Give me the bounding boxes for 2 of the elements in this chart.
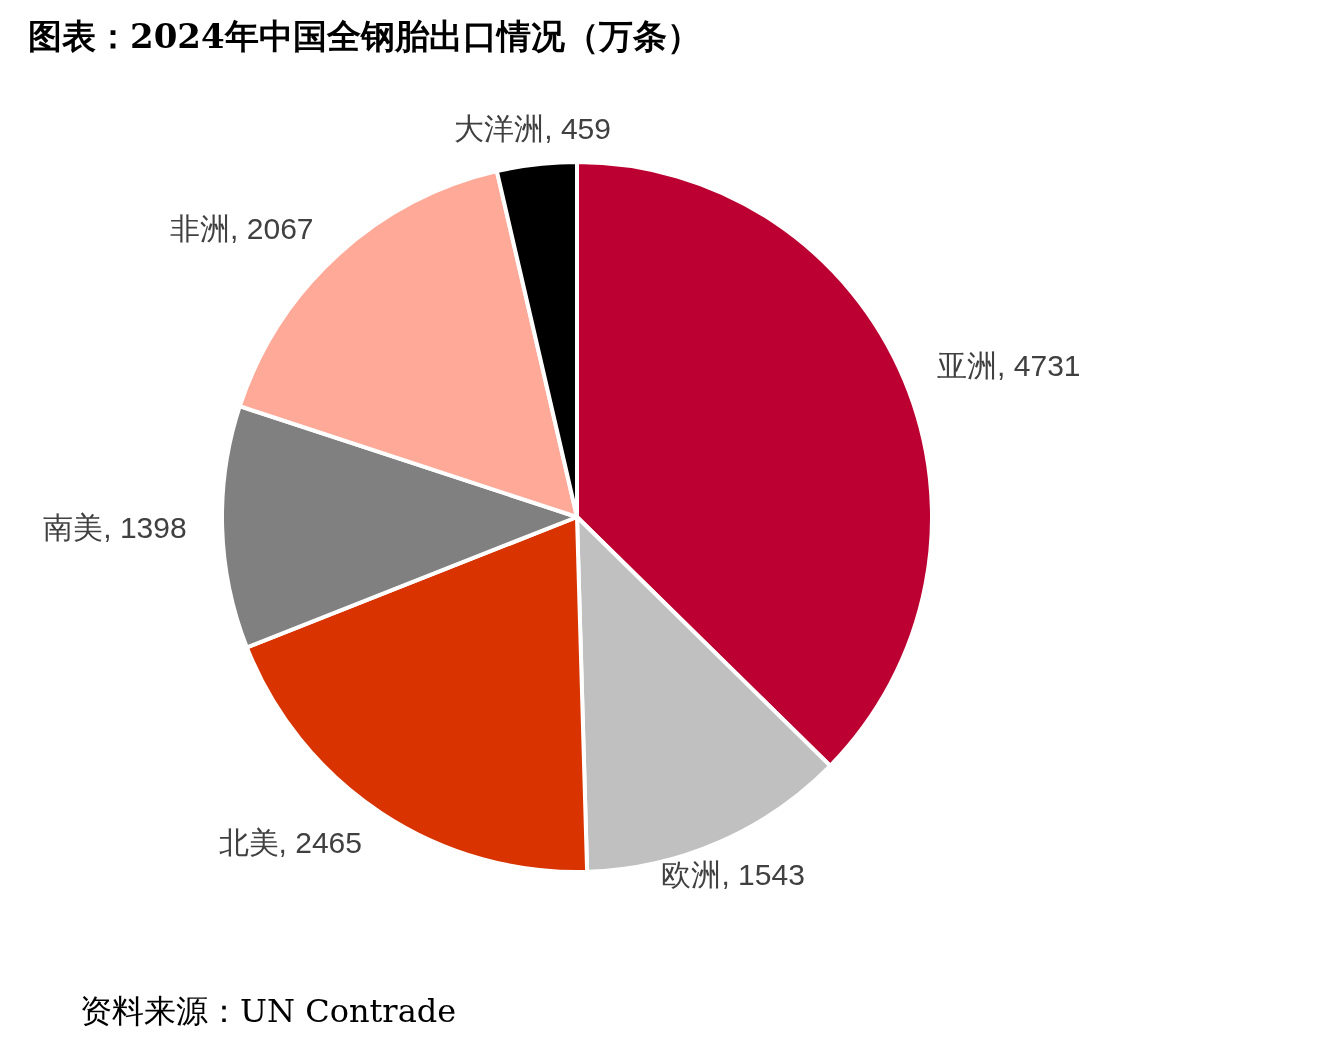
title: 图表：2024年中国全钢胎出口情况（万条）	[28, 16, 701, 56]
annotation: 资料来源：UN Contrade	[80, 992, 457, 1030]
